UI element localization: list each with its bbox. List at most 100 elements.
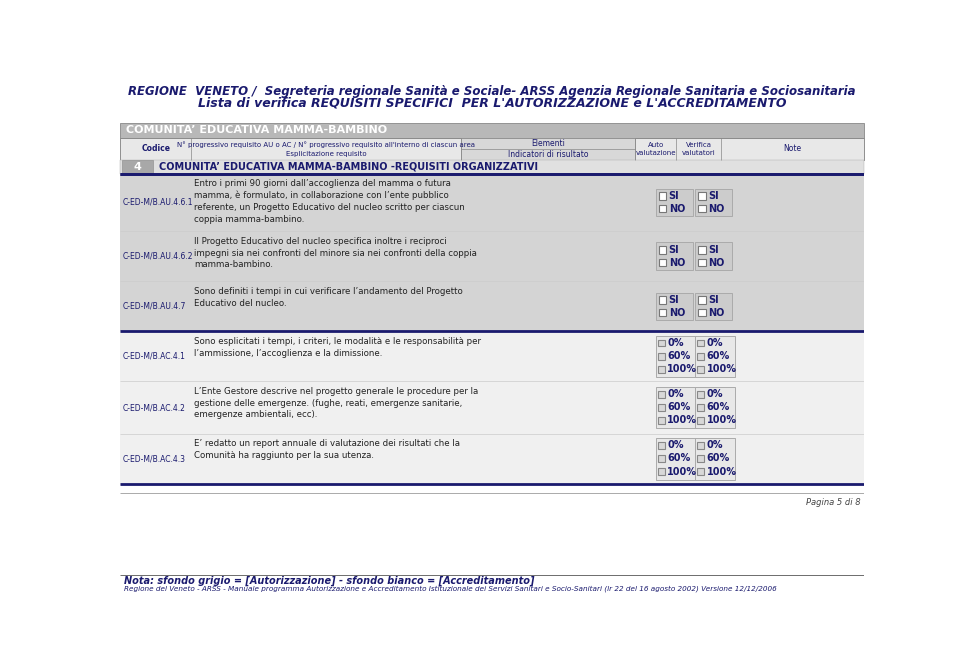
Text: C-ED-M/B.AU.4.6.1: C-ED-M/B.AU.4.6.1 — [123, 198, 194, 207]
Bar — [120, 231, 864, 281]
Bar — [697, 391, 705, 397]
Text: L’Ente Gestore descrive nel progetto generale le procedure per la
gestione delle: L’Ente Gestore descrive nel progetto gen… — [194, 387, 479, 419]
Bar — [659, 205, 666, 212]
Text: C-ED-M/B.AU.4.7: C-ED-M/B.AU.4.7 — [123, 302, 186, 311]
Text: 60%: 60% — [667, 454, 690, 464]
Text: valutatori: valutatori — [682, 150, 715, 156]
Bar — [658, 340, 665, 346]
Bar — [695, 293, 732, 320]
Bar — [697, 455, 705, 462]
Bar — [120, 174, 864, 231]
Bar — [656, 336, 696, 377]
Text: Elementi: Elementi — [531, 139, 565, 148]
Bar — [656, 293, 693, 320]
Bar — [698, 205, 706, 212]
Text: NO: NO — [669, 204, 685, 214]
Text: NO: NO — [708, 257, 725, 267]
Text: 0%: 0% — [707, 389, 723, 399]
Text: Esplicitazione requisito: Esplicitazione requisito — [286, 151, 367, 157]
Text: COMUNITA’ EDUCATIVA MAMMA-BAMBINO -REQUISITI ORGANIZZATIVI: COMUNITA’ EDUCATIVA MAMMA-BAMBINO -REQUI… — [158, 161, 538, 172]
Text: C-ED-M/B.AU.4.6.2: C-ED-M/B.AU.4.6.2 — [123, 252, 194, 261]
Bar — [659, 296, 666, 304]
Bar — [120, 159, 864, 174]
Text: 0%: 0% — [667, 389, 684, 399]
Text: 100%: 100% — [707, 364, 736, 374]
Bar — [698, 192, 706, 200]
Text: Il Progetto Educativo del nucleo specifica inoltre i reciproci
impegni sia nei c: Il Progetto Educativo del nucleo specifi… — [194, 237, 477, 269]
Text: 100%: 100% — [707, 466, 736, 476]
Text: valutazione: valutazione — [636, 150, 676, 156]
Text: Auto: Auto — [648, 142, 664, 148]
Text: REGIONE  VENETO /  Segreteria regionale Sanità e Sociale- ARSS Agenzia Regionale: REGIONE VENETO / Segreteria regionale Sa… — [129, 84, 855, 98]
Text: NO: NO — [708, 204, 725, 214]
Text: 60%: 60% — [667, 351, 690, 361]
Bar — [697, 442, 705, 449]
Text: 0%: 0% — [667, 338, 684, 348]
Text: 0%: 0% — [667, 440, 684, 450]
Bar — [120, 281, 864, 332]
Bar — [120, 123, 864, 138]
Text: SI: SI — [708, 245, 719, 255]
Bar — [695, 243, 732, 270]
Text: 0%: 0% — [707, 338, 723, 348]
Text: 100%: 100% — [667, 415, 697, 425]
Bar — [656, 188, 693, 216]
Bar — [659, 309, 666, 316]
Text: SI: SI — [669, 245, 680, 255]
Text: Sono definiti i tempi in cui verificare l’andamento del Progetto
Educativo del n: Sono definiti i tempi in cui verificare … — [194, 287, 463, 308]
Text: Lista di verifica REQUISITI SPECIFICI  PER L'AUTORIZZAZIONE e L'ACCREDITAMENTO: Lista di verifica REQUISITI SPECIFICI PE… — [198, 97, 786, 110]
Bar — [658, 352, 665, 360]
Text: COMUNITA’ EDUCATIVA MAMMA-BAMBINO: COMUNITA’ EDUCATIVA MAMMA-BAMBINO — [126, 125, 387, 135]
Text: NO: NO — [708, 308, 725, 318]
Bar — [695, 188, 732, 216]
Text: Note: Note — [783, 145, 802, 153]
Bar — [697, 404, 705, 411]
Bar — [122, 161, 153, 173]
Text: NO: NO — [669, 308, 685, 318]
Text: C-ED-M/B.AC.4.1: C-ED-M/B.AC.4.1 — [123, 352, 186, 361]
Text: 60%: 60% — [707, 454, 730, 464]
Bar — [698, 247, 706, 254]
Bar — [698, 259, 706, 267]
Text: SI: SI — [708, 191, 719, 201]
Bar — [658, 404, 665, 411]
Bar — [656, 387, 696, 428]
Text: Entro i primi 90 giorni dall’accoglienza del mamma o futura
mamma, è formulato, : Entro i primi 90 giorni dall’accoglienza… — [194, 179, 466, 224]
Bar — [697, 417, 705, 424]
Bar — [120, 434, 864, 484]
Text: SI: SI — [669, 191, 680, 201]
Text: Pagina 5 di 8: Pagina 5 di 8 — [805, 498, 860, 507]
Text: Sono esplicitati i tempi, i criteri, le modalità e le responsabilità per
l’ammis: Sono esplicitati i tempi, i criteri, le … — [194, 337, 481, 358]
Bar — [695, 438, 735, 480]
Bar — [695, 387, 735, 428]
Bar — [697, 366, 705, 373]
Text: 0%: 0% — [707, 440, 723, 450]
Bar — [656, 438, 696, 480]
Bar — [659, 247, 666, 254]
Text: C-ED-M/B.AC.4.3: C-ED-M/B.AC.4.3 — [123, 454, 186, 464]
Bar — [697, 468, 705, 475]
Bar — [461, 138, 636, 159]
Bar — [120, 138, 864, 159]
Bar — [698, 309, 706, 316]
Text: Verifica: Verifica — [685, 142, 711, 148]
Text: 60%: 60% — [667, 402, 690, 412]
Bar — [658, 442, 665, 449]
Bar — [698, 296, 706, 304]
Bar — [659, 192, 666, 200]
Bar — [120, 381, 864, 434]
Bar — [658, 391, 665, 397]
Text: Indicatori di risultato: Indicatori di risultato — [508, 150, 588, 159]
Bar — [695, 336, 735, 377]
Text: 100%: 100% — [667, 364, 697, 374]
Text: 60%: 60% — [707, 402, 730, 412]
Text: SI: SI — [708, 295, 719, 306]
Bar — [120, 332, 864, 381]
Text: SI: SI — [669, 295, 680, 306]
Text: Codice: Codice — [141, 145, 170, 153]
Text: 60%: 60% — [707, 351, 730, 361]
Text: 4: 4 — [133, 161, 141, 172]
Text: C-ED-M/B.AC.4.2: C-ED-M/B.AC.4.2 — [123, 403, 186, 412]
Bar — [658, 366, 665, 373]
Bar — [697, 352, 705, 360]
